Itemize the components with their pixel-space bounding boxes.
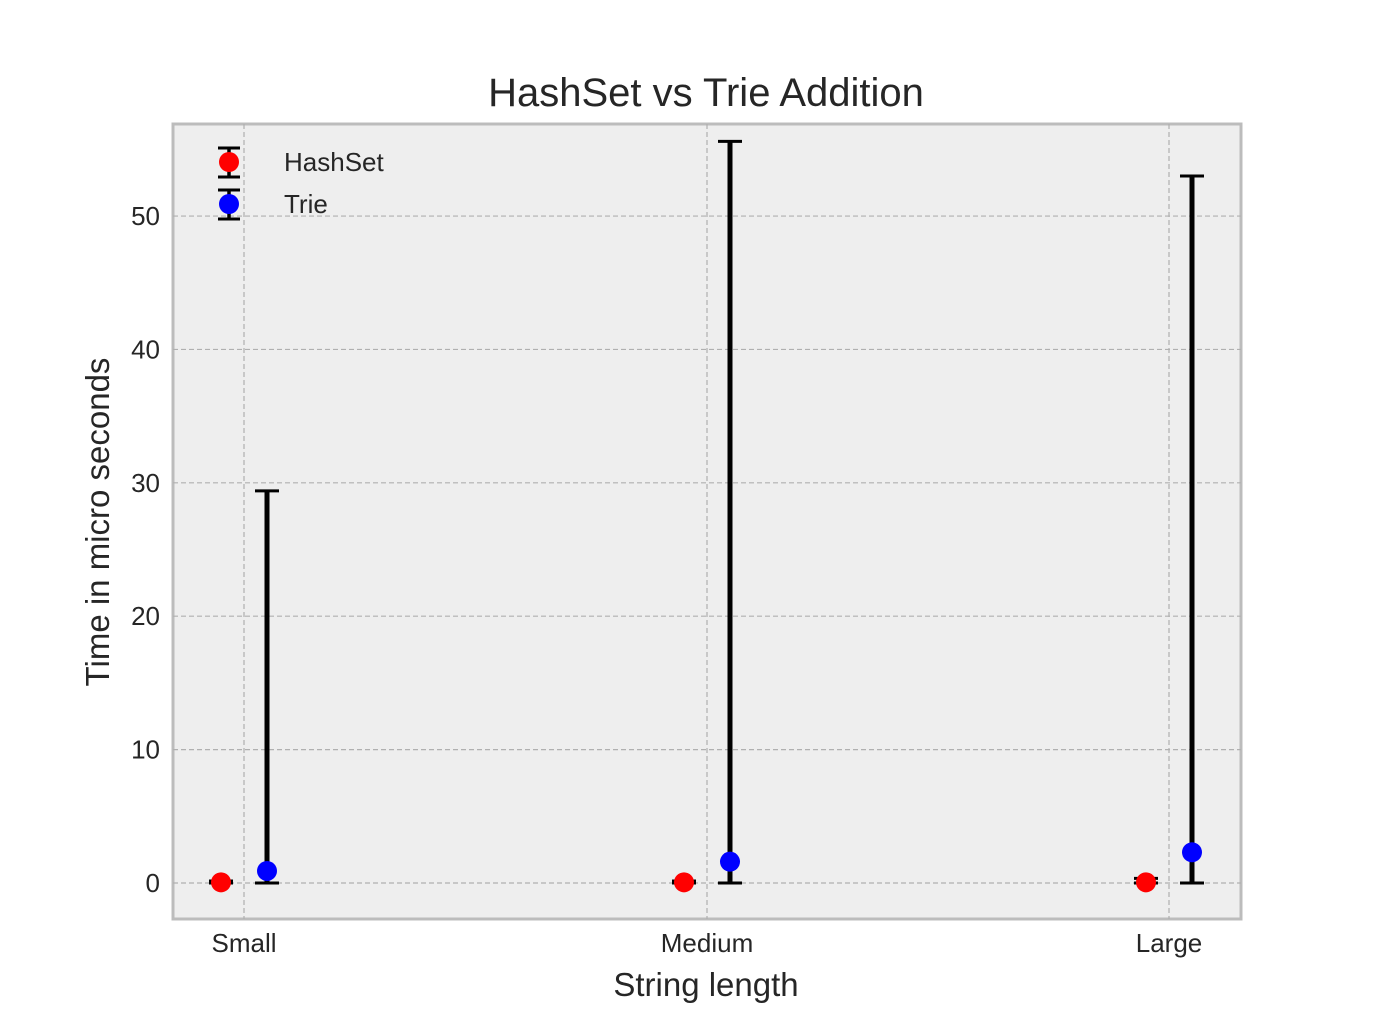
grid-lines bbox=[173, 124, 1241, 919]
point-trie bbox=[257, 860, 277, 881]
chart-title: HashSet vs Trie Addition bbox=[488, 71, 924, 115]
point-hashset bbox=[211, 872, 231, 893]
y-axis-label: Time in micro seconds bbox=[79, 358, 116, 687]
y-tick-label: 50 bbox=[131, 201, 160, 231]
legend: HashSet Trie bbox=[218, 146, 384, 221]
legend-trie-marker bbox=[219, 194, 239, 214]
x-tick-label: Small bbox=[211, 928, 276, 958]
y-tick-label: 40 bbox=[131, 334, 160, 364]
y-tick-label: 0 bbox=[146, 868, 160, 898]
point-trie bbox=[720, 851, 740, 872]
legend-trie-label: Trie bbox=[284, 189, 328, 219]
x-tick-labels: Small Medium Large bbox=[211, 928, 1202, 958]
y-tick-label: 10 bbox=[131, 735, 160, 765]
y-tick-label: 20 bbox=[131, 601, 160, 631]
point-trie bbox=[1182, 842, 1202, 863]
y-tick-labels: 0 10 20 30 40 50 bbox=[131, 201, 160, 898]
x-axis-label: String length bbox=[613, 966, 798, 1003]
legend-item-hashset: HashSet bbox=[218, 146, 384, 179]
point-hashset bbox=[1136, 872, 1156, 893]
legend-hashset-label: HashSet bbox=[284, 147, 384, 177]
y-tick-label: 30 bbox=[131, 468, 160, 498]
x-tick-label: Medium bbox=[661, 928, 753, 958]
point-hashset bbox=[674, 872, 694, 893]
data-points bbox=[211, 842, 1202, 893]
legend-hashset-marker bbox=[219, 152, 239, 172]
x-tick-label: Large bbox=[1136, 928, 1203, 958]
legend-item-trie: Trie bbox=[218, 188, 328, 221]
